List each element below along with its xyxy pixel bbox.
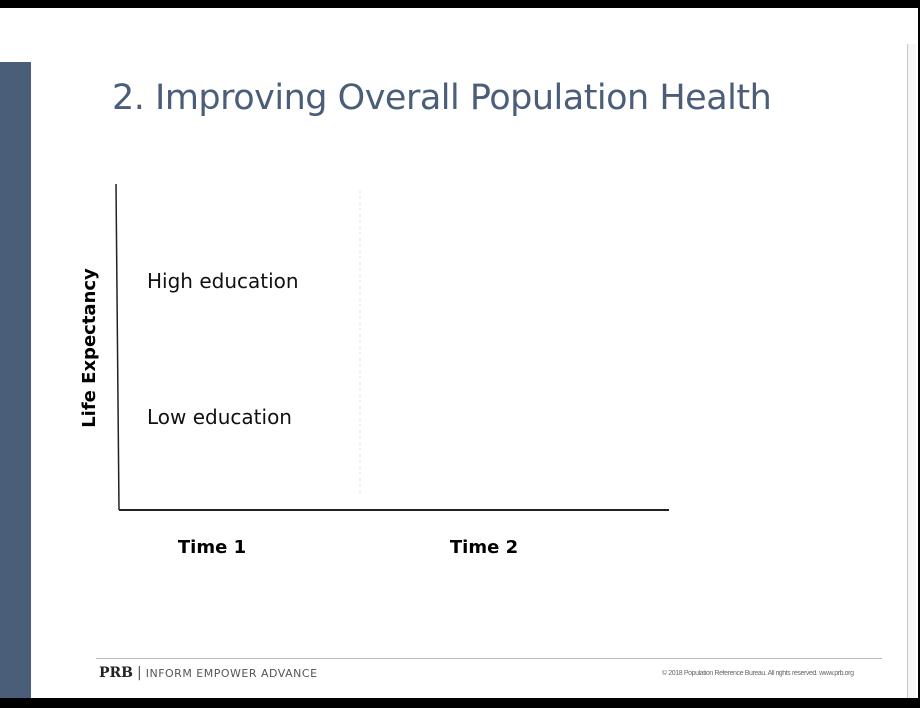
x-tick-labels: Time 1 Time 2 — [178, 537, 518, 558]
x-tick-label-time-1: Time 1 — [178, 537, 246, 558]
annotation-high-education: High education — [147, 269, 299, 293]
footer-separator: | — [137, 665, 142, 681]
y-axis-label: Life Expectancy — [79, 268, 100, 428]
y-axis — [115, 183, 120, 511]
scrollbar[interactable] — [907, 44, 916, 698]
annotation-low-education: Low education — [147, 405, 292, 429]
slide-accent-bar — [0, 62, 31, 698]
x-tick-label-time-2: Time 2 — [450, 537, 518, 558]
footer-branding: PRB | INFORM EMPOWER ADVANCE — [99, 664, 318, 682]
footer-copyright: © 2018 Population Reference Bureau. All … — [662, 670, 854, 677]
slide: 2. Improving Overall Population Health P… — [0, 8, 918, 698]
footer-divider — [96, 658, 882, 659]
prb-logo: PRB — [99, 665, 133, 681]
slide-title: 2. Improving Overall Population Health — [112, 78, 772, 118]
footer-tagline: INFORM EMPOWER ADVANCE — [145, 667, 318, 680]
